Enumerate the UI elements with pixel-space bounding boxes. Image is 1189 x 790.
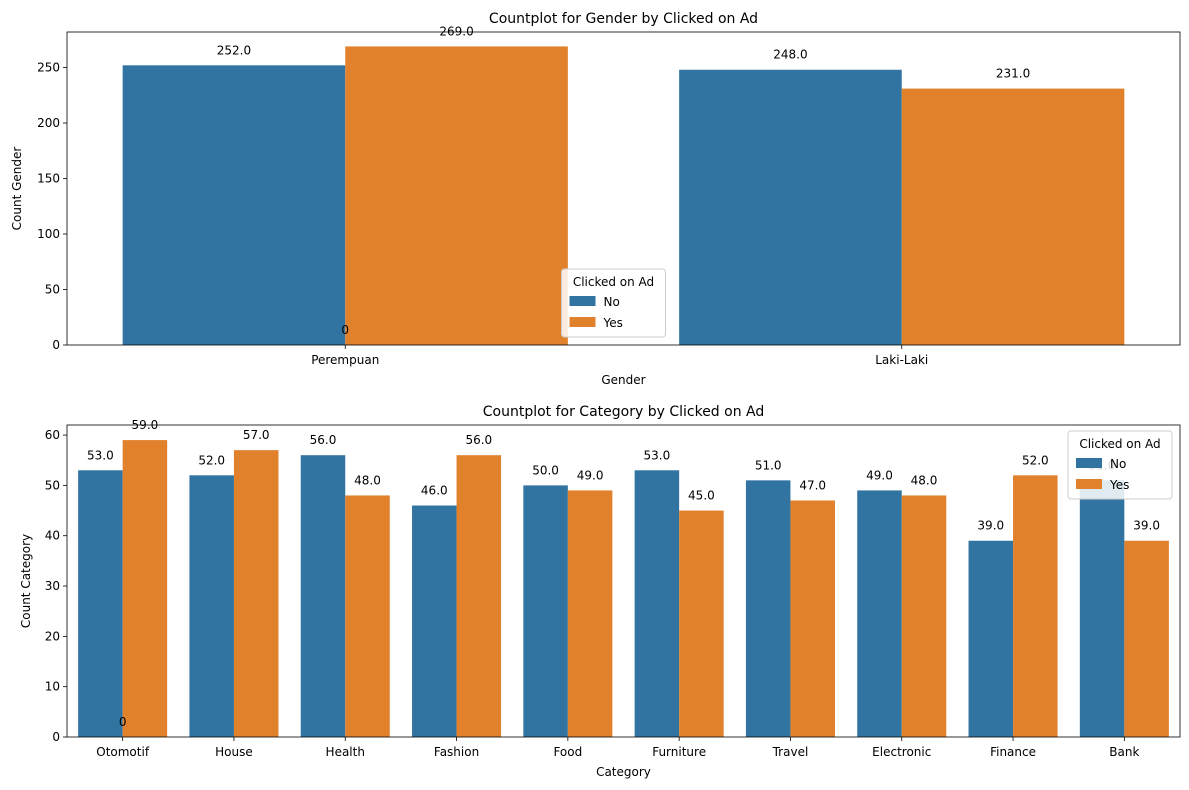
y-tick-label: 10 [45, 680, 60, 694]
bar-value-label: 52.0 [1022, 453, 1049, 467]
bar-value-label: 269.0 [439, 24, 473, 38]
legend-swatch-yes [569, 317, 596, 327]
x-tick-label: Otomotif [96, 745, 150, 759]
bar-value-label: 49.0 [866, 468, 893, 482]
y-axis-label: Count Category [19, 534, 33, 628]
bar-value-label: 252.0 [217, 43, 251, 57]
bar-value-label: 53.0 [644, 448, 671, 462]
bar-yes-furniture [679, 510, 724, 737]
bar-no-otomotif [78, 470, 123, 737]
bar-value-label: 51.0 [755, 458, 782, 472]
legend-entry-no: No [604, 295, 620, 309]
bar-no-perempuan [122, 65, 346, 346]
bar-value-label: 53.0 [87, 448, 114, 462]
x-tick-label: Bank [1109, 745, 1139, 759]
bar-no-house [189, 475, 234, 737]
bar-value-label: 39.0 [1133, 519, 1160, 533]
bar-yes-laki-laki [901, 88, 1125, 346]
chart-title: Countplot for Category by Clicked on Ad [483, 404, 765, 420]
legend-entry-yes: Yes [603, 316, 623, 330]
bar-yes-electronic [901, 495, 947, 737]
legend-swatch-no [1076, 458, 1102, 468]
chart-title: Countplot for Gender by Clicked on Ad [489, 11, 758, 27]
annotation-zero: 0 [119, 715, 127, 729]
bar-yes-food [567, 490, 613, 737]
y-tick-label: 50 [45, 478, 60, 492]
bar-no-finance [968, 540, 1014, 737]
bar-yes-fashion [456, 455, 502, 737]
bar-value-label: 52.0 [198, 453, 225, 467]
bar-value-label: 39.0 [977, 519, 1004, 533]
bar-yes-bank [1124, 540, 1169, 737]
bar-yes-otomotif [122, 440, 168, 737]
y-tick-label: 100 [37, 227, 60, 241]
x-tick-label: Fashion [434, 745, 479, 759]
bar-value-label: 56.0 [465, 433, 492, 447]
bar-no-laki-laki [679, 69, 902, 346]
bar-value-label: 46.0 [421, 484, 448, 498]
bar-no-health [300, 455, 346, 737]
y-tick-label: 50 [45, 283, 60, 297]
bar-no-electronic [857, 490, 902, 737]
legend-title: Clicked on Ad [573, 275, 654, 289]
x-tick-label: Furniture [652, 745, 706, 759]
legend: Clicked on Ad No Yes [561, 268, 666, 338]
bar-yes-finance [1013, 475, 1058, 737]
bar-yes-travel [790, 500, 835, 737]
bar-no-travel [745, 480, 791, 737]
legend: Clicked on Ad No Yes [1067, 430, 1173, 500]
chart-1: 252.0 248.0 269.0 231.0 0 0 50 100 150 200 250 Pere… [10, 11, 1181, 387]
y-tick-label: 60 [45, 428, 60, 442]
y-tick-label: 30 [45, 579, 60, 593]
bar-value-label: 48.0 [911, 473, 938, 487]
x-axis-label: Gender [601, 373, 645, 387]
bar-value-label: 56.0 [310, 433, 337, 447]
y-tick-label: 250 [37, 61, 60, 75]
bar-value-label: 231.0 [996, 67, 1030, 81]
bar-value-label: 57.0 [243, 428, 270, 442]
y-tick-label: 40 [45, 529, 60, 543]
y-tick-label: 20 [45, 629, 60, 643]
legend-swatch-yes [1076, 479, 1102, 489]
y-tick-label: 200 [37, 116, 60, 130]
x-tick-label: Travel [772, 745, 809, 759]
legend-entry-yes: Yes [1109, 478, 1129, 492]
axes-frame [66, 424, 1181, 738]
x-tick-label: Laki-Laki [875, 353, 928, 367]
bar-no-bank [1079, 480, 1125, 737]
bar-no-fashion [412, 505, 457, 737]
x-tick-label: House [215, 745, 253, 759]
x-tick-label: Finance [990, 745, 1036, 759]
annotation-zero: 0 [341, 323, 349, 337]
x-axis-label: Category [596, 765, 651, 779]
bar-no-food [523, 485, 568, 737]
legend-title: Clicked on Ad [1079, 437, 1160, 451]
chart-2: 53.052.056.046.050.053.051.049.039.051.0… [19, 404, 1181, 779]
bar-yes-perempuan [345, 46, 568, 346]
x-tick-label: Food [553, 745, 582, 759]
bar-yes-health [345, 495, 390, 737]
bar-value-label: 248.0 [773, 48, 807, 62]
bar-yes-house [233, 450, 279, 737]
x-tick-label: Health [326, 745, 365, 759]
bar-value-label: 50.0 [532, 463, 559, 477]
legend-swatch-no [569, 296, 596, 306]
bar-value-label: 49.0 [577, 468, 604, 482]
y-tick-label: 150 [37, 172, 60, 186]
y-tick-label: 0 [52, 730, 60, 744]
x-tick-label: Electronic [872, 745, 931, 759]
bar-value-label: 45.0 [688, 489, 715, 503]
y-axis-label: Count Gender [10, 147, 24, 231]
x-tick-label: Perempuan [311, 353, 379, 367]
bar-value-label: 48.0 [354, 473, 381, 487]
bar-no-furniture [634, 470, 680, 737]
bar-value-label: 47.0 [799, 478, 826, 492]
legend-entry-no: No [1110, 457, 1126, 471]
y-tick-label: 0 [52, 338, 60, 352]
axes-frame [66, 31, 1181, 346]
